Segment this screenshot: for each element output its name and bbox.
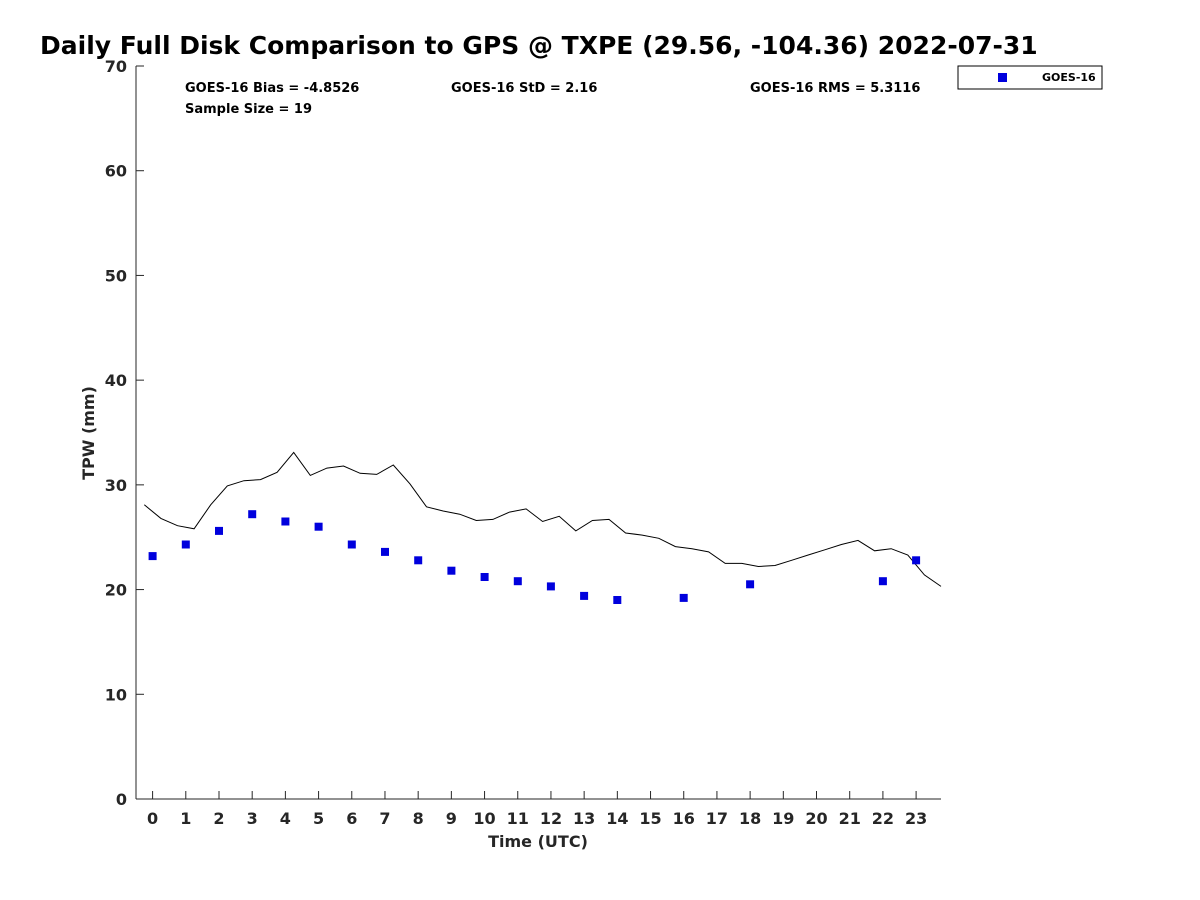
y-tick-label: 30 xyxy=(105,476,127,495)
x-tick-label: 22 xyxy=(872,809,894,828)
x-tick-label: 8 xyxy=(413,809,424,828)
gps-tpw-line xyxy=(143,451,942,587)
x-tick-label: 3 xyxy=(247,809,258,828)
x-tick-label: 21 xyxy=(839,809,861,828)
x-tick-label: 10 xyxy=(473,809,495,828)
y-axis-label: TPW (mm) xyxy=(79,386,98,480)
legend-label-goes16: GOES-16 xyxy=(1042,71,1096,84)
legend-marker-goes16 xyxy=(998,73,1007,82)
x-tick-label: 17 xyxy=(706,809,728,828)
x-tick-label: 11 xyxy=(507,809,529,828)
y-tick-label: 50 xyxy=(105,266,127,285)
goes16-point xyxy=(480,573,489,581)
x-tick-label: 18 xyxy=(739,809,761,828)
x-tick-label: 1 xyxy=(180,809,191,828)
x-tick-label: 12 xyxy=(540,809,562,828)
goes16-point xyxy=(546,582,555,591)
stat-sample-size: Sample Size = 19 xyxy=(185,102,312,117)
goes16-point xyxy=(878,577,887,586)
y-tick-label: 70 xyxy=(105,57,127,76)
chart-title: Daily Full Disk Comparison to GPS @ TXPE… xyxy=(40,31,1038,60)
goes16-point xyxy=(414,556,423,565)
plot-area xyxy=(143,451,942,604)
x-tick-label: 13 xyxy=(573,809,595,828)
x-tick-label: 20 xyxy=(805,809,827,828)
y-tick-label: 20 xyxy=(105,581,127,600)
axes xyxy=(135,66,941,800)
y-tick-label: 40 xyxy=(105,371,127,390)
goes16-point xyxy=(381,547,389,556)
x-tick-label: 23 xyxy=(905,809,927,828)
stat-rms: GOES-16 RMS = 5.3116 xyxy=(750,81,920,96)
goes16-point xyxy=(580,591,589,600)
x-tick-label: 9 xyxy=(446,809,457,828)
legend-box xyxy=(957,65,1103,90)
x-tick-label: 19 xyxy=(772,809,794,828)
goes16-point xyxy=(215,526,223,535)
x-tick-label: 15 xyxy=(639,809,661,828)
goes16-point xyxy=(347,540,356,549)
x-tick-label: 0 xyxy=(147,809,158,828)
y-tick-label: 10 xyxy=(105,685,127,704)
x-tick-label: 5 xyxy=(313,809,324,828)
goes16-point xyxy=(746,580,755,589)
goes16-point xyxy=(613,596,622,604)
goes16-point xyxy=(447,566,456,575)
x-tick-label: 6 xyxy=(346,809,357,828)
goes16-point xyxy=(679,593,688,602)
x-tick-label: 16 xyxy=(673,809,695,828)
goes16-point xyxy=(181,540,190,549)
y-tick-label: 60 xyxy=(105,162,127,181)
x-tick-label: 14 xyxy=(606,809,628,828)
x-tick-label: 7 xyxy=(379,809,390,828)
goes16-point xyxy=(248,510,257,519)
goes16-point xyxy=(281,517,290,526)
stat-bias: GOES-16 Bias = -4.8526 xyxy=(185,81,359,96)
y-tick-label: 0 xyxy=(116,790,127,809)
goes16-point xyxy=(148,552,157,561)
goes16-point xyxy=(513,577,522,586)
goes16-point xyxy=(314,522,323,531)
legend: GOES-16 xyxy=(957,65,1103,90)
x-tick-label: 4 xyxy=(280,809,291,828)
x-tick-label: 2 xyxy=(213,809,224,828)
stat-std: GOES-16 StD = 2.16 xyxy=(451,81,597,96)
goes16-point xyxy=(912,556,921,565)
x-axis-label: Time (UTC) xyxy=(488,832,588,851)
